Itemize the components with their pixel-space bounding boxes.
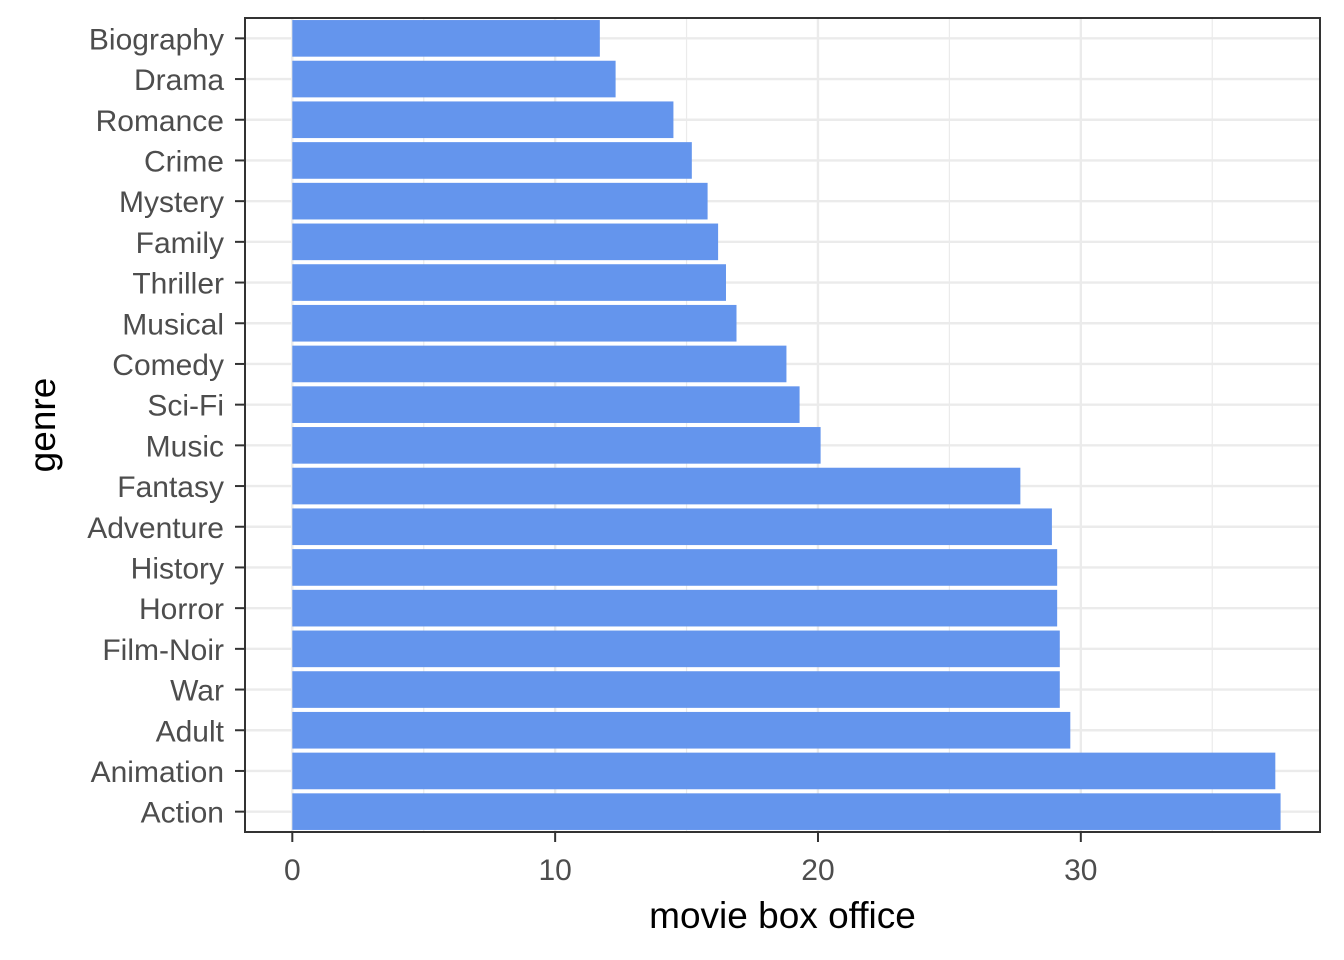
y-tick-label: Adult [156, 715, 225, 748]
y-tick-label: Fantasy [117, 471, 224, 504]
y-tick-label: Animation [91, 756, 224, 789]
bar-fantasy [292, 467, 1021, 505]
y-tick-label: Mystery [119, 186, 224, 219]
bars [292, 20, 1281, 830]
y-tick-label: Comedy [112, 349, 224, 382]
panel-border [244, 17, 1321, 833]
y-tick-label: Sci-Fi [147, 390, 224, 423]
bar-thriller [292, 264, 726, 301]
y-tick-label: Romance [96, 105, 224, 138]
bar-mystery [292, 182, 708, 220]
bar-history [292, 549, 1058, 586]
bar-biography [292, 20, 600, 57]
bar-adventure [292, 508, 1052, 546]
y-tick-label: Biography [89, 23, 224, 56]
bar-crime [292, 142, 692, 179]
bar-horror [292, 589, 1058, 627]
bar-action [292, 793, 1281, 830]
y-tick-label: Music [146, 430, 224, 463]
x-tick-label: 0 [284, 854, 301, 887]
bar-drama [292, 60, 616, 98]
bar-animation [292, 752, 1276, 790]
bar-family [292, 223, 719, 261]
y-axis: Biography Drama Romance Crime Mystery Family T… [87, 23, 245, 830]
x-axis: 0 10 20 30 [284, 832, 1098, 887]
x-tick-label: 30 [1064, 854, 1097, 887]
bar-war [292, 671, 1060, 708]
y-axis-title: genre [22, 378, 63, 473]
y-tick-label: War [170, 675, 224, 708]
bar-comedy [292, 345, 787, 383]
y-tick-label: Horror [139, 593, 224, 626]
major-gridlines [245, 18, 1320, 832]
x-tick-label: 20 [801, 854, 834, 887]
bar-romance [292, 101, 674, 139]
bar-sci-fi [292, 386, 800, 423]
y-tick-label: Family [136, 227, 224, 260]
bar-film-noir [292, 630, 1060, 668]
y-tick-label: History [131, 552, 224, 585]
y-tick-label: Thriller [132, 268, 224, 301]
y-tick-label: Film-Noir [102, 634, 224, 667]
bar-music [292, 427, 821, 464]
x-tick-label: 10 [538, 854, 571, 887]
bar-adult [292, 711, 1071, 749]
x-axis-title: movie box office [649, 895, 916, 936]
y-tick-label: Drama [134, 64, 224, 97]
bar-musical [292, 304, 737, 342]
y-tick-label: Adventure [87, 512, 224, 545]
y-tick-label: Crime [144, 145, 224, 178]
y-tick-label: Musical [122, 308, 224, 341]
y-tick-label: Action [141, 797, 224, 830]
